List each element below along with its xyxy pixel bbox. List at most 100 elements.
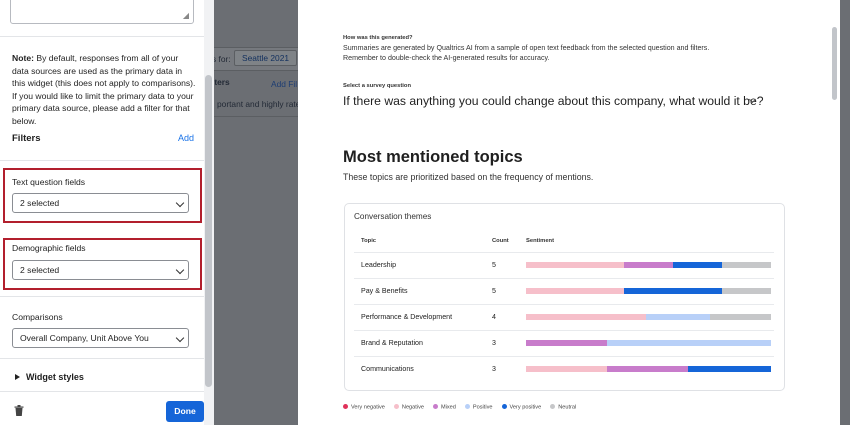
legend-dot-icon — [550, 404, 556, 409]
done-button[interactable]: Done — [166, 401, 204, 422]
topic-label[interactable]: Communications — [361, 365, 414, 373]
section-subtitle: These topics are prioritized based on th… — [343, 172, 594, 182]
text-area[interactable]: ◢ — [10, 0, 194, 24]
section-title: Most mentioned topics — [343, 148, 523, 166]
legend-label: Mixed — [440, 404, 456, 411]
demographic-fields-label: Demographic fields — [12, 243, 86, 253]
topic-label[interactable]: Leadership — [361, 261, 397, 269]
comparisons-value: Overall Company, Unit Above You — [20, 333, 149, 343]
legend-item: Very positive — [501, 404, 542, 411]
text-question-fields-select[interactable]: 2 selected — [12, 193, 189, 213]
row-divider — [354, 304, 774, 305]
text-question-fields-label: Text question fields — [12, 177, 86, 187]
demographic-fields-select[interactable]: 2 selected — [12, 260, 189, 280]
background-subtext: portant and highly rated — [217, 99, 298, 109]
sentiment-segment — [606, 366, 688, 372]
legend-label: Very negative — [351, 404, 385, 411]
panel-scrollbar-thumb[interactable] — [205, 75, 212, 387]
sentiment-segment — [606, 340, 771, 346]
sentiment-segment — [709, 314, 771, 320]
sentiment-segment — [526, 366, 607, 372]
resize-grip-icon[interactable]: ◢ — [182, 11, 189, 20]
topic-label[interactable]: Pay & Benefits — [361, 287, 408, 295]
legend-dot-icon — [464, 404, 470, 409]
sentiment-bar[interactable] — [526, 314, 771, 320]
background-edge — [840, 0, 850, 425]
sentiment-bar[interactable] — [526, 288, 771, 294]
legend-item: Positive — [464, 404, 493, 411]
chevron-down-icon — [175, 265, 185, 275]
widget-styles-label: Widget styles — [26, 372, 84, 382]
legend-dot-icon — [432, 404, 438, 409]
sentiment-segment — [526, 262, 624, 268]
legend-dot-icon — [343, 404, 348, 409]
sentiment-bar[interactable] — [526, 366, 771, 372]
row-divider — [354, 278, 774, 279]
filters-tab: lters — [214, 77, 230, 87]
trash-icon[interactable] — [14, 405, 24, 416]
sentiment-segment — [673, 262, 722, 268]
primary-data-note: Note: By default, responses from all of … — [12, 52, 197, 128]
topic-label[interactable]: Brand & Reputation — [361, 339, 423, 347]
card-title: Conversation themes — [354, 212, 432, 221]
modal-scrollbar-thumb[interactable] — [832, 27, 837, 100]
add-filter-link: Add Fil — [271, 79, 298, 89]
legend-label: Neutral — [558, 404, 577, 411]
filter-prefix: s for: — [214, 54, 231, 64]
how-generated-text: Remember to double-check the AI-generate… — [343, 54, 550, 62]
divider — [0, 358, 204, 359]
legend-item: Mixed — [432, 404, 456, 411]
sentiment-segment — [646, 314, 710, 320]
legend-label: Very positive — [509, 404, 542, 411]
sentiment-segment — [687, 366, 771, 372]
background-dashboard: s for: Seattle 2021 lters Add Fil portan… — [214, 0, 298, 425]
panel-footer: Done — [0, 391, 204, 425]
sentiment-header: Sentiment — [526, 238, 555, 244]
topic-count: 3 — [492, 339, 496, 347]
comparisons-select[interactable]: Overall Company, Unit Above You — [12, 328, 189, 348]
topic-label[interactable]: Performance & Development — [361, 313, 453, 321]
divider — [0, 296, 204, 297]
legend-item: Very negative — [343, 404, 385, 411]
survey-question-dropdown[interactable]: If there was anything you could change a… — [343, 94, 764, 108]
divider — [214, 116, 298, 117]
sentiment-bar[interactable] — [526, 340, 771, 346]
comparisons-label: Comparisons — [12, 312, 63, 322]
legend-dot-icon — [393, 404, 399, 409]
count-header: Count — [492, 238, 509, 244]
topic-count: 3 — [492, 365, 496, 373]
sentiment-segment — [624, 288, 722, 294]
highlight-box — [3, 168, 202, 223]
chevron-down-icon — [175, 198, 185, 208]
highlight-box — [3, 238, 202, 290]
divider — [0, 160, 204, 161]
widget-settings-panel: ◢ Note: By default, responses from all o… — [0, 0, 214, 425]
divider — [214, 47, 298, 48]
add-filter-link[interactable]: Add — [178, 133, 195, 143]
filters-title: Filters — [12, 133, 41, 144]
topic-header: Topic — [361, 238, 377, 244]
widget-styles-toggle[interactable]: Widget styles — [15, 372, 84, 382]
caret-right-icon — [15, 374, 20, 380]
sentiment-legend: Very negative Negative Mixed Positive Very p… — [343, 404, 585, 411]
sentiment-bar[interactable] — [526, 262, 771, 268]
conversation-themes-card — [344, 203, 785, 391]
legend-item: Neutral — [550, 404, 576, 411]
sentiment-segment — [624, 262, 673, 268]
legend-label: Positive — [472, 404, 493, 411]
sentiment-segment — [526, 314, 647, 320]
topic-count: 5 — [492, 261, 496, 269]
filter-chip: Seattle 2021 — [234, 50, 298, 66]
row-divider — [354, 252, 774, 253]
row-divider — [354, 330, 774, 331]
sentiment-segment — [722, 288, 771, 294]
legend-label: Negative — [401, 404, 424, 411]
row-divider — [354, 356, 774, 357]
text-question-fields-value: 2 selected — [20, 198, 60, 208]
note-text: By default, responses from all of your d… — [12, 53, 196, 126]
note-bold-label: Note: — [12, 53, 34, 63]
sentiment-segment — [526, 288, 624, 294]
chevron-down-icon — [175, 333, 185, 343]
select-question-label: Select a survey question — [343, 83, 411, 89]
divider — [0, 36, 204, 37]
